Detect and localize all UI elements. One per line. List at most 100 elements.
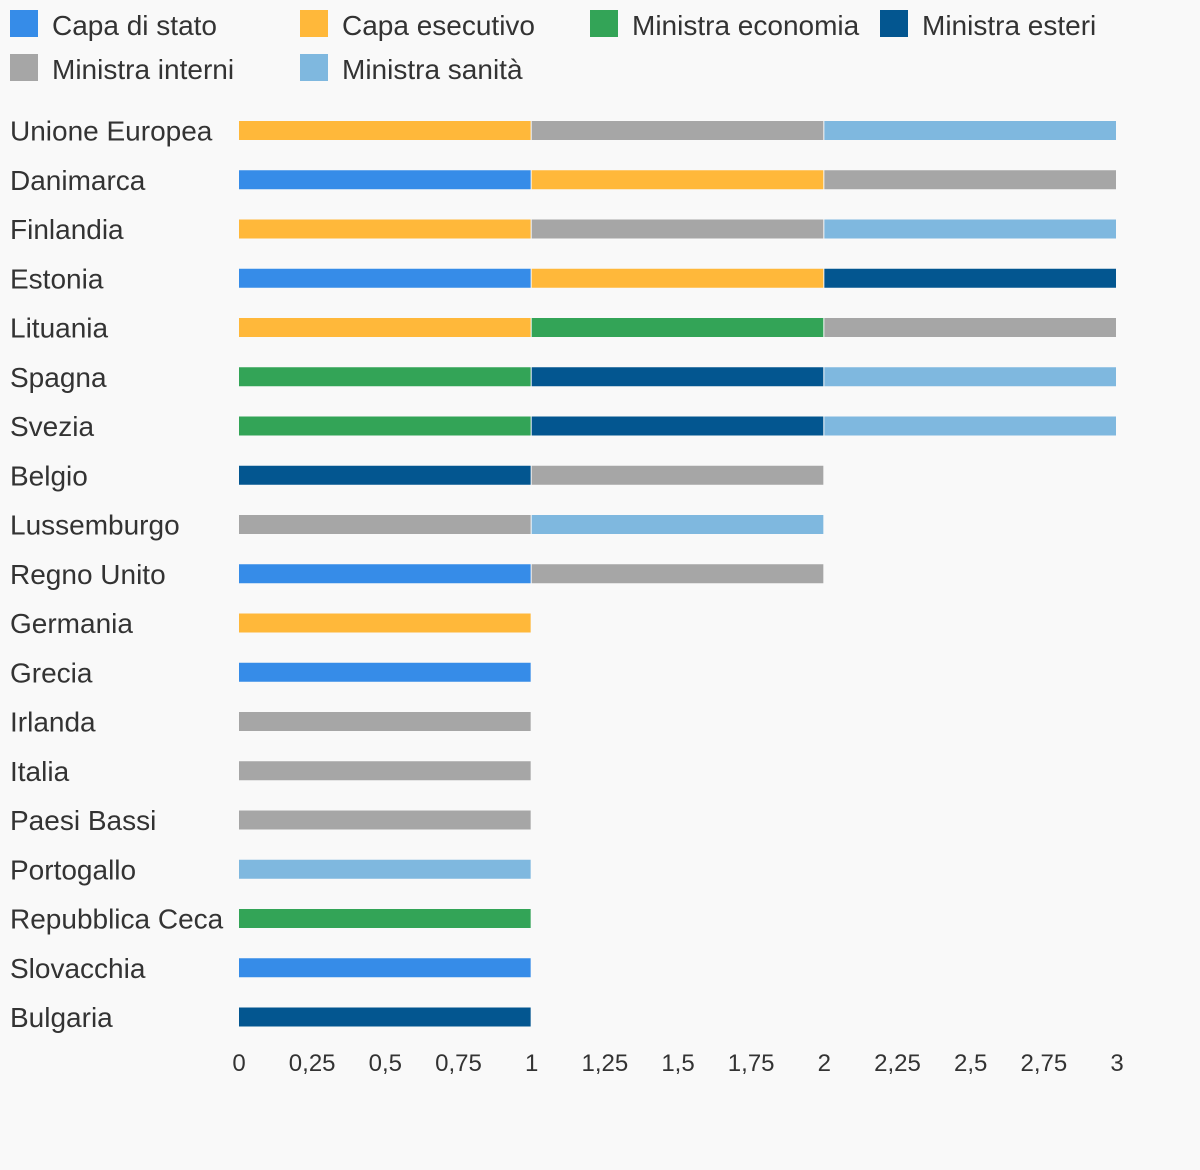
- x-tick-label: 2,75: [1020, 1050, 1067, 1077]
- x-tick-label: 0: [232, 1050, 245, 1077]
- x-tick-label: 1: [525, 1050, 538, 1077]
- bar-segment: [239, 515, 531, 534]
- legend-item: Ministra economia: [590, 10, 860, 41]
- bar-segment: [824, 268, 1116, 288]
- bar-row: [239, 219, 1116, 239]
- x-axis-ticks: 0 0,25 0,5 0,75 1 1,25 1,5 1,75 2 2,25 2,5 2,75 3: [232, 1050, 1123, 1077]
- bar-segment: [239, 859, 531, 879]
- bar-row: [239, 859, 531, 879]
- category-label: Spagna: [10, 362, 107, 393]
- bar-segment: [824, 170, 1116, 190]
- bar-segment: [239, 318, 531, 337]
- category-label: Portogallo: [10, 854, 136, 885]
- category-label: Lituania: [10, 313, 109, 344]
- bar-segment: [239, 1007, 531, 1027]
- x-tick-label: 1,25: [581, 1050, 628, 1077]
- bar-row: [239, 121, 1116, 140]
- bar-segment: [239, 367, 531, 387]
- category-label: Germania: [10, 608, 133, 639]
- x-tick-label: 2: [818, 1050, 831, 1077]
- bar-segment: [239, 613, 531, 633]
- legend-label: Ministra esteri: [922, 10, 1096, 41]
- legend-item: Capa di stato: [10, 10, 217, 41]
- bar-segment: [824, 318, 1116, 337]
- bar-segment: [531, 170, 824, 190]
- category-label: Finlandia: [10, 214, 124, 245]
- legend-label: Ministra economia: [632, 10, 860, 41]
- bar-row: [239, 367, 1116, 387]
- legend-item: Ministra sanità: [300, 54, 523, 85]
- bar-segment: [531, 219, 824, 239]
- bar-segment: [824, 367, 1116, 387]
- bar-row: [239, 268, 1116, 288]
- legend-item: Ministra interni: [10, 54, 234, 85]
- bar-segment: [531, 416, 824, 436]
- bar-segment: [239, 662, 531, 682]
- bar-segment: [239, 121, 531, 140]
- legend-label: Capa di stato: [52, 10, 217, 41]
- category-label: Grecia: [10, 657, 93, 688]
- bar-row: [239, 662, 531, 682]
- bar-row: [239, 712, 531, 731]
- category-label: Slovacchia: [10, 953, 146, 984]
- category-label: Danimarca: [10, 165, 146, 196]
- bar-segment: [239, 958, 531, 978]
- category-label: Belgio: [10, 460, 88, 491]
- bar-segment: [531, 367, 824, 387]
- bar-segment: [824, 121, 1116, 140]
- category-label: Paesi Bassi: [10, 805, 156, 836]
- x-tick-label: 3: [1110, 1050, 1123, 1077]
- bar-segment: [239, 268, 531, 288]
- bar-segment: [824, 219, 1116, 239]
- legend: Capa di stato Capa esecutivo Ministra econ…: [10, 10, 1096, 85]
- bar-segment: [239, 170, 531, 190]
- category-label: Irlanda: [10, 707, 96, 738]
- x-tick-label: 1,5: [661, 1050, 694, 1077]
- category-label: Italia: [10, 756, 70, 787]
- legend-swatch: [880, 10, 908, 37]
- bar-row: [239, 515, 824, 534]
- bar-row: [239, 909, 531, 928]
- bar-segment: [531, 564, 824, 584]
- bar-segment: [239, 712, 531, 731]
- bar-row: [239, 613, 531, 633]
- bar-segment: [531, 318, 824, 337]
- legend-swatch: [10, 10, 38, 37]
- category-labels: Unione Europea Danimarca Finlandia Estonia L…: [10, 116, 224, 1034]
- bars: [239, 121, 1116, 1027]
- legend-label: Capa esecutivo: [342, 10, 535, 41]
- bar-segment: [531, 121, 824, 140]
- category-label: Estonia: [10, 263, 104, 294]
- bar-segment: [239, 564, 531, 584]
- bar-row: [239, 958, 531, 978]
- bar-row: [239, 761, 531, 781]
- bar-segment: [239, 761, 531, 781]
- legend-item: Capa esecutivo: [300, 10, 535, 41]
- bar-segment: [824, 416, 1116, 436]
- category-label: Unione Europea: [10, 116, 213, 147]
- bar-row: [239, 564, 824, 584]
- bar-segment: [531, 268, 824, 288]
- bar-segment: [239, 465, 531, 485]
- bar-row: [239, 810, 531, 830]
- x-tick-label: 0,25: [289, 1050, 336, 1077]
- bar-segment: [239, 810, 531, 830]
- bar-row: [239, 465, 824, 485]
- legend-swatch: [10, 54, 38, 81]
- bar-segment: [239, 909, 531, 928]
- bar-segment: [531, 515, 824, 534]
- bar-row: [239, 170, 1116, 190]
- legend-swatch: [300, 10, 328, 37]
- category-label: Lussemburgo: [10, 510, 180, 541]
- x-tick-label: 1,75: [728, 1050, 775, 1077]
- x-tick-label: 2,25: [874, 1050, 921, 1077]
- bar-segment: [531, 465, 824, 485]
- legend-swatch: [300, 54, 328, 81]
- bar-row: [239, 416, 1116, 436]
- category-label: Svezia: [10, 411, 94, 442]
- category-label: Regno Unito: [10, 559, 166, 590]
- x-tick-label: 2,5: [954, 1050, 987, 1077]
- bar-segment: [239, 219, 531, 239]
